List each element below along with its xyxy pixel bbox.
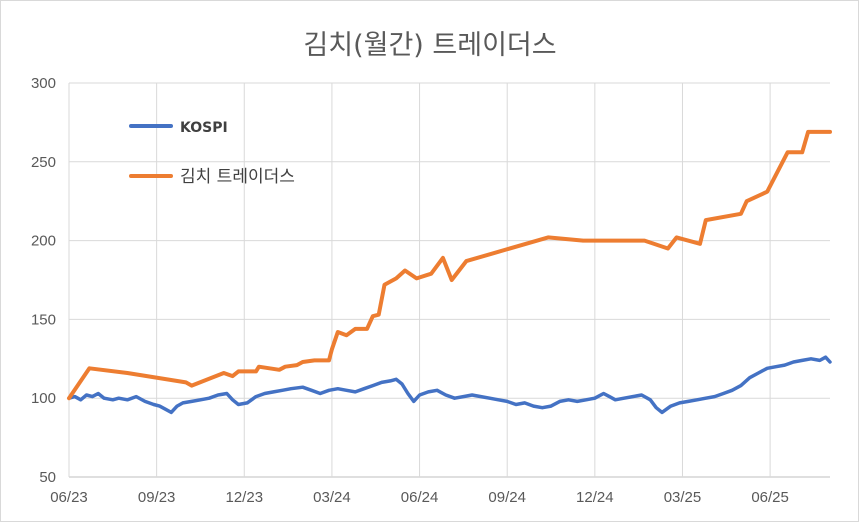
y-tick-label: 200 [31, 233, 56, 250]
x-axis-ticks: 06/23 09/23 12/23 03/24 06/24 09/24 12/24 03/25… [50, 489, 789, 506]
legend-label: 김치 트레이더스 [180, 167, 295, 187]
kospi-line [67, 355, 832, 415]
legend: KOSPI 김치 트레이더스 [129, 120, 295, 187]
y-tick-label: 150 [31, 311, 56, 328]
kimchi-traders-line [67, 129, 832, 401]
x-tick-label: 03/24 [313, 489, 351, 506]
x-tick-label: 06/23 [50, 489, 88, 506]
legend-label: KOSPI [180, 120, 228, 136]
x-tick-label: 12/23 [226, 489, 264, 506]
x-tick-label: 03/25 [664, 489, 702, 506]
x-tick-label: 12/24 [576, 489, 614, 506]
x-tick-label: 06/24 [401, 489, 439, 506]
y-tick-label: 300 [31, 75, 56, 92]
y-tick-label: 100 [31, 390, 56, 407]
x-tick-label: 09/24 [488, 489, 526, 506]
y-tick-label: 250 [31, 154, 56, 171]
x-tick-label: 09/23 [138, 489, 176, 506]
gridlines [68, 82, 830, 478]
series-lines [67, 129, 832, 415]
y-axis-ticks: 50 100 150 200 250 300 [31, 75, 56, 486]
chart-title: 김치(월간) 트레이더스 [303, 30, 556, 61]
y-tick-label: 50 [39, 469, 56, 486]
x-tick-label: 06/25 [751, 489, 789, 506]
